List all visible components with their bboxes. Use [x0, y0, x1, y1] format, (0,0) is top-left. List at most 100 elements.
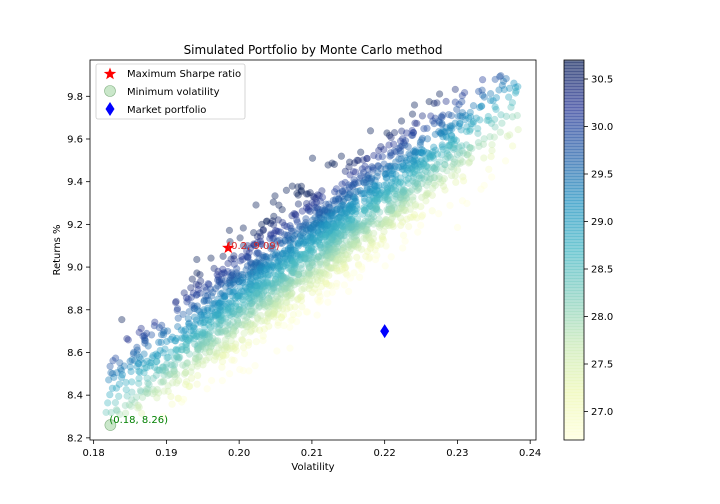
scatter-point [396, 174, 405, 182]
scatter-point [342, 237, 350, 245]
scatter-point [187, 284, 195, 292]
scatter-point [346, 201, 354, 209]
scatter-point [384, 221, 393, 230]
scatter-point [370, 197, 378, 206]
scatter-point [227, 312, 236, 320]
scatter-point [143, 389, 151, 397]
scatter-point [447, 132, 456, 140]
scatter-point [155, 323, 163, 332]
scatter-point [446, 141, 454, 149]
scatter-point [298, 285, 306, 294]
scatter-point [321, 241, 329, 249]
scatter-point [254, 315, 262, 323]
scatter-point [170, 367, 178, 375]
scatter-point [367, 196, 375, 205]
scatter-point [205, 330, 213, 338]
scatter-point [323, 231, 331, 239]
scatter-point [296, 222, 304, 231]
scatter-point [308, 265, 316, 274]
scatter-point [180, 289, 188, 297]
scatter-point [321, 270, 329, 278]
scatter-point [210, 264, 218, 273]
scatter-point [122, 378, 130, 387]
scatter-point [206, 327, 215, 336]
scatter-point [495, 86, 503, 94]
scatter-point [247, 260, 255, 268]
scatter-point [321, 206, 329, 214]
scatter-point [142, 385, 151, 393]
scatter-point [514, 82, 522, 91]
scatter-point [378, 220, 386, 228]
scatter-point [322, 279, 330, 288]
scatter-point [302, 225, 310, 233]
scatter-point [364, 220, 373, 229]
scatter-point [370, 206, 378, 214]
scatter-point [226, 344, 234, 352]
scatter-point [256, 232, 265, 241]
scatter-point [333, 234, 341, 243]
scatter-point [312, 237, 320, 245]
scatter-point [294, 253, 302, 261]
scatter-point [342, 221, 350, 230]
scatter-point [194, 285, 202, 294]
scatter-point [334, 237, 343, 245]
scatter-point [280, 221, 289, 230]
scatter-point [167, 360, 175, 369]
scatter-point [181, 334, 190, 342]
scatter-point [137, 355, 145, 364]
scatter-point [221, 269, 229, 278]
scatter-point [396, 137, 405, 145]
scatter-point [206, 348, 214, 356]
scatter-point [203, 330, 211, 339]
scatter-point [233, 292, 241, 301]
scatter-point [426, 153, 434, 161]
scatter-point [215, 312, 223, 321]
scatter-point [352, 231, 360, 240]
scatter-point [194, 371, 202, 380]
scatter-point [411, 162, 419, 170]
scatter-point [496, 128, 504, 136]
scatter-point [322, 240, 330, 248]
scatter-point [387, 149, 395, 157]
scatter-point [228, 303, 236, 311]
scatter-point [228, 299, 236, 307]
scatter-point [477, 185, 485, 193]
scatter-point [309, 253, 317, 262]
scatter-point [411, 182, 419, 190]
scatter-point [264, 281, 272, 289]
scatter-point [221, 315, 230, 323]
scatter-point [351, 237, 359, 245]
scatter-point [338, 251, 347, 259]
scatter-point [149, 351, 157, 360]
scatter-point [288, 267, 296, 275]
scatter-point [263, 217, 271, 225]
scatter-point [395, 144, 403, 153]
scatter-point [382, 242, 390, 250]
scatter-point [380, 218, 389, 226]
scatter-point [439, 182, 448, 190]
scatter-point [196, 271, 204, 279]
scatter-point [323, 259, 331, 267]
scatter-point [212, 337, 220, 345]
scatter-point [366, 236, 374, 244]
scatter-point [276, 295, 284, 303]
scatter-point [384, 162, 392, 171]
scatter-point [430, 143, 438, 151]
scatter-point [330, 188, 339, 196]
scatter-point [223, 346, 232, 354]
scatter-point [287, 249, 296, 257]
scatter-point [232, 276, 241, 284]
scatter-point [227, 337, 235, 345]
scatter-point [273, 287, 281, 295]
x-axis-label: Volatility [291, 462, 334, 473]
scatter-point [435, 158, 444, 166]
scatter-point [322, 212, 330, 220]
scatter-point [398, 159, 407, 167]
scatter-point [229, 325, 238, 333]
scatter-point [133, 346, 142, 354]
scatter-point [248, 259, 256, 267]
scatter-point [253, 289, 261, 298]
scatter-point [235, 306, 243, 314]
scatter-point [196, 289, 204, 297]
scatter-point [458, 197, 467, 205]
